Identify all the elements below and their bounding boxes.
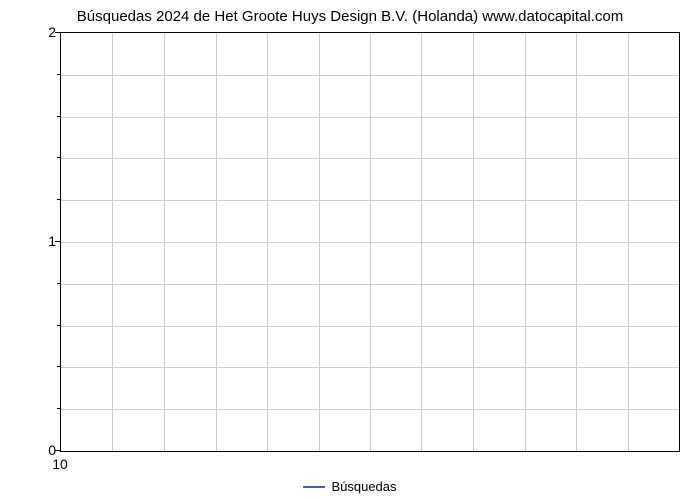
y-minor-tick — [57, 116, 60, 117]
y-tick-label: 2 — [36, 24, 56, 40]
gridline-horizontal — [61, 75, 679, 76]
gridline-horizontal — [61, 158, 679, 159]
y-tick-mark — [55, 450, 60, 451]
y-minor-tick — [57, 74, 60, 75]
y-minor-tick — [57, 408, 60, 409]
y-tick-mark — [55, 32, 60, 33]
legend-swatch — [303, 486, 325, 488]
gridline-horizontal — [61, 284, 679, 285]
y-minor-tick — [57, 157, 60, 158]
chart-container: Búsquedas 2024 de Het Groote Huys Design… — [0, 0, 700, 500]
gridline-horizontal — [61, 326, 679, 327]
legend: Búsquedas — [0, 478, 700, 494]
y-minor-tick — [57, 325, 60, 326]
gridline-horizontal — [61, 117, 679, 118]
gridline-horizontal — [61, 367, 679, 368]
gridline-horizontal — [61, 200, 679, 201]
x-tick-label: 10 — [52, 456, 68, 472]
y-tick-mark — [55, 241, 60, 242]
plot-area — [60, 32, 680, 452]
y-tick-label: 1 — [36, 233, 56, 249]
y-minor-tick — [57, 366, 60, 367]
y-minor-tick — [57, 283, 60, 284]
y-minor-tick — [57, 199, 60, 200]
chart-title: Búsquedas 2024 de Het Groote Huys Design… — [0, 8, 700, 25]
legend-label: Búsquedas — [331, 479, 396, 494]
gridline-horizontal — [61, 242, 679, 243]
gridline-horizontal — [61, 409, 679, 410]
